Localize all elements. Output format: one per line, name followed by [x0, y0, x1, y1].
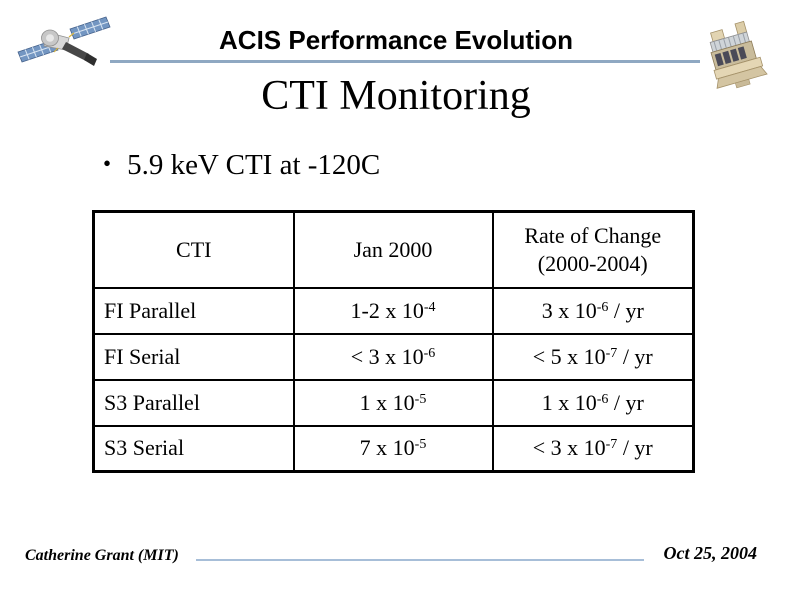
rate-header-line1: Rate of Change	[524, 223, 662, 249]
value-suffix: / yr	[617, 435, 653, 461]
value-base: 1 x 10	[541, 389, 597, 415]
row-label: FI Parallel	[92, 286, 295, 335]
rate-of-change-value: < 5 x 10-7 / yr	[491, 332, 695, 381]
value-base: < 3 x 10	[532, 435, 606, 461]
slide-title: CTI Monitoring	[261, 73, 531, 119]
value-suffix: / yr	[617, 343, 653, 369]
column-header-jan2000: Jan 2000	[292, 210, 494, 289]
rate-of-change-value: 1 x 10-6 / yr	[491, 378, 695, 427]
table-row-fi-serial: FI Serial < 3 x 10-6 < 5 x 10-7 / yr	[92, 332, 695, 381]
value-exponent: -4	[423, 299, 436, 315]
chandra-spacecraft-icon	[13, 12, 115, 78]
table-row-s3-serial: S3 Serial 7 x 10-5 < 3 x 10-7 / yr	[92, 424, 695, 473]
value-exponent: -5	[414, 391, 427, 407]
row-label: S3 Serial	[92, 424, 295, 473]
table-header-row: CTI Jan 2000 Rate of Change (2000-2004)	[92, 210, 695, 289]
table-row-fi-parallel: FI Parallel 1-2 x 10-4 3 x 10-6 / yr	[92, 286, 695, 335]
row-label: S3 Parallel	[92, 378, 295, 427]
initial-cti-value: 7 x 10-5	[292, 424, 494, 473]
value-exponent: -6	[596, 391, 609, 407]
value-exponent: -6	[596, 299, 609, 315]
value-exponent: -5	[414, 437, 427, 453]
initial-cti-value: 1 x 10-5	[292, 378, 494, 427]
rate-of-change-value: 3 x 10-6 / yr	[491, 286, 695, 335]
value-base: 7 x 10	[359, 435, 415, 461]
cti-table: CTI Jan 2000 Rate of Change (2000-2004) …	[92, 210, 695, 473]
value-base: 3 x 10	[541, 297, 597, 323]
row-label: FI Serial	[92, 332, 295, 381]
bullet-icon: •	[103, 151, 112, 176]
value-suffix: / yr	[608, 389, 644, 415]
footer-author: Catherine Grant (MIT)	[25, 547, 179, 564]
acis-instrument-icon	[703, 16, 769, 98]
value-suffix: / yr	[608, 297, 644, 323]
value-exponent: -6	[423, 345, 436, 361]
bullet-text: 5.9 keV CTI at -120C	[127, 149, 381, 181]
column-header-rate-of-change: Rate of Change (2000-2004)	[491, 210, 695, 289]
rate-header-line2: (2000-2004)	[537, 250, 648, 276]
header-title: ACIS Performance Evolution	[219, 25, 573, 55]
value-base: < 3 x 10	[350, 343, 424, 369]
footer-divider-line	[196, 559, 644, 561]
value-base: < 5 x 10	[532, 343, 606, 369]
bullet-item: • 5.9 keV CTI at -120C	[103, 149, 380, 182]
value-base: 1-2 x 10	[350, 297, 424, 323]
column-header-cti: CTI	[92, 210, 295, 289]
value-base: 1 x 10	[359, 389, 415, 415]
header-divider-line	[110, 60, 700, 63]
value-exponent: -7	[605, 437, 618, 453]
value-exponent: -7	[605, 345, 618, 361]
initial-cti-value: < 3 x 10-6	[292, 332, 494, 381]
rate-of-change-value: < 3 x 10-7 / yr	[491, 424, 695, 473]
initial-cti-value: 1-2 x 10-4	[292, 286, 494, 335]
footer-date: Oct 25, 2004	[663, 543, 758, 563]
table-row-s3-parallel: S3 Parallel 1 x 10-5 1 x 10-6 / yr	[92, 378, 695, 427]
